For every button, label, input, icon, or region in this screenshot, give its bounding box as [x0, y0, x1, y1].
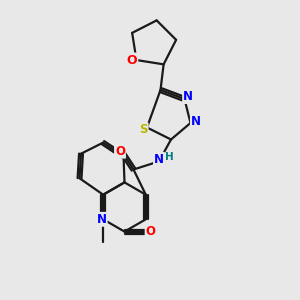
Text: O: O	[146, 225, 156, 238]
Text: S: S	[139, 123, 148, 136]
Text: N: N	[183, 90, 193, 103]
Text: N: N	[191, 115, 201, 128]
Text: N: N	[154, 153, 164, 166]
Text: O: O	[115, 145, 125, 158]
Text: H: H	[165, 152, 174, 162]
Text: O: O	[127, 53, 137, 67]
Text: N: N	[97, 213, 107, 226]
